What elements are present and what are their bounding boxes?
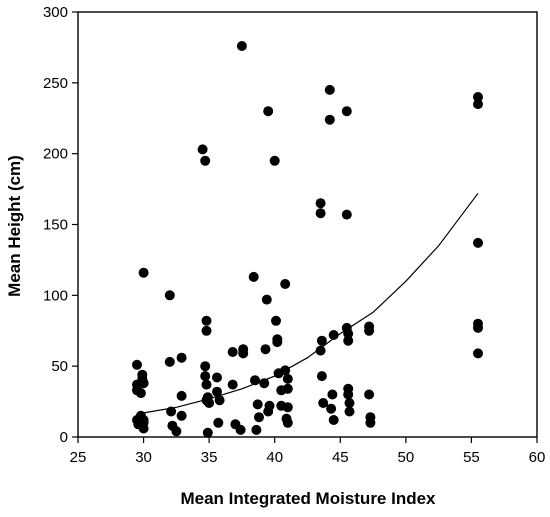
data-point (327, 389, 338, 400)
data-point (212, 386, 222, 397)
data-point (259, 378, 270, 389)
data-point (326, 403, 337, 414)
data-point (200, 371, 211, 382)
data-point (176, 410, 187, 421)
data-point (235, 424, 246, 435)
data-point (473, 237, 483, 248)
data-point (282, 373, 293, 384)
data-point (200, 155, 211, 166)
data-point (364, 389, 375, 400)
data-point (138, 267, 149, 278)
y-tick-label: 50 (51, 358, 68, 375)
data-point (473, 99, 483, 110)
data-point (260, 344, 271, 355)
data-point (344, 406, 355, 417)
data-point (344, 398, 355, 408)
data-point (138, 423, 149, 434)
data-point (343, 328, 354, 339)
data-point (132, 359, 142, 370)
data-point (176, 352, 187, 363)
data-point (213, 417, 224, 428)
data-point (201, 379, 212, 390)
x-tick-label: 35 (201, 449, 218, 466)
x-tick-label: 30 (135, 449, 152, 466)
data-point (316, 335, 327, 346)
data-point (212, 372, 222, 383)
data-point (282, 417, 293, 428)
y-tick-label: 150 (43, 217, 68, 234)
data-point (197, 144, 208, 155)
data-point (280, 279, 291, 289)
data-point (318, 398, 329, 408)
x-axis-title: Mean Integrated Moisture Index (180, 489, 436, 508)
data-point (171, 426, 182, 437)
data-point (271, 315, 281, 326)
y-axis-ticks: 0 50 100 150 200 250 300 (43, 4, 78, 446)
data-point (250, 375, 260, 386)
y-tick-label: 200 (43, 146, 68, 163)
data-point (200, 361, 211, 372)
data-point (176, 390, 187, 401)
data-point (473, 92, 483, 102)
y-tick-label: 100 (43, 287, 68, 304)
data-point (324, 114, 335, 125)
data-point (282, 383, 293, 394)
x-axis-ticks: 25 30 35 40 45 50 55 60 (70, 437, 546, 466)
data-point (248, 271, 259, 282)
data-point (227, 347, 238, 357)
data-point (365, 417, 376, 428)
x-tick-label: 45 (332, 449, 349, 466)
data-point (201, 315, 212, 326)
data-point (280, 365, 291, 376)
data-point (341, 209, 352, 220)
y-tick-label: 250 (43, 75, 68, 92)
data-point (238, 344, 249, 355)
data-point (473, 322, 483, 333)
data-point (328, 415, 339, 425)
x-tick-label: 55 (463, 449, 480, 466)
data-point (328, 330, 339, 340)
y-tick-label: 0 (60, 429, 68, 446)
trendline (136, 192, 479, 415)
data-point (269, 155, 280, 166)
data-points (132, 41, 483, 438)
data-point (252, 399, 263, 410)
data-point (282, 402, 293, 413)
data-point (343, 335, 354, 346)
x-tick-label: 50 (398, 449, 415, 466)
data-point (251, 424, 262, 435)
data-point (263, 106, 274, 117)
data-point (135, 388, 146, 399)
x-tick-label: 60 (529, 449, 546, 466)
data-point (315, 345, 326, 356)
data-point (341, 106, 352, 117)
data-point (316, 371, 327, 382)
data-point (166, 406, 177, 417)
data-point (473, 348, 483, 359)
data-point (315, 208, 326, 219)
x-tick-label: 40 (266, 449, 283, 466)
data-point (164, 356, 175, 367)
data-point (164, 290, 175, 301)
data-point (236, 41, 247, 51)
data-point (214, 395, 225, 406)
data-point (227, 379, 238, 390)
data-point (343, 389, 354, 400)
data-point (324, 84, 335, 95)
data-point (201, 325, 212, 336)
data-point (138, 378, 149, 389)
y-axis-title: Mean Height (cm) (5, 155, 24, 297)
data-point (264, 400, 275, 411)
y-tick-label: 300 (43, 4, 68, 21)
data-point (261, 294, 272, 305)
data-point (202, 427, 213, 438)
data-point (315, 198, 326, 209)
data-point (204, 398, 215, 408)
data-point (364, 325, 375, 336)
x-tick-label: 25 (70, 449, 87, 466)
data-point (272, 334, 283, 345)
data-point (254, 412, 264, 423)
